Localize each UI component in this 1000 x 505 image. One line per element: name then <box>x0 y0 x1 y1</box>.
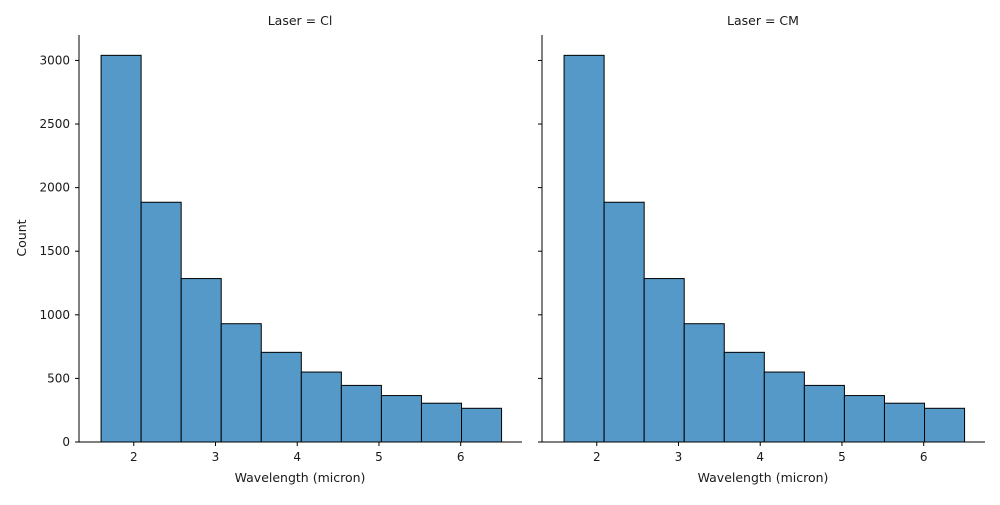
histogram-bar <box>180 278 222 443</box>
x-tick-label: 5 <box>838 450 846 464</box>
x-tick-label: 2 <box>593 450 601 464</box>
y-tick-label: 1000 <box>39 308 70 322</box>
x-tick-label: 6 <box>457 450 465 464</box>
x-axis-label: Wavelength (micron) <box>235 470 366 485</box>
x-tick-label: 6 <box>920 450 928 464</box>
y-tick-label: 1500 <box>39 244 70 258</box>
histogram-bar <box>260 351 302 443</box>
x-tick-label: 5 <box>375 450 383 464</box>
histogram-bar <box>843 395 885 443</box>
histogram-bar <box>220 323 262 443</box>
y-tick-label: 2000 <box>39 181 70 195</box>
facet-panel-cm: Laser = CM Wavelength (micron) 2 3 4 5 6 <box>538 13 985 485</box>
y-tick-label: 500 <box>47 371 70 385</box>
histogram-bar <box>100 54 142 443</box>
histogram-bar <box>461 407 503 443</box>
histogram-bar <box>420 402 463 443</box>
histogram-bar <box>883 402 926 443</box>
y-tick-label: 3000 <box>39 53 70 67</box>
histogram-bar <box>563 54 605 443</box>
histogram-bar <box>683 323 725 443</box>
facet-title: Laser = Cl <box>268 13 333 28</box>
histogram-bar <box>140 201 182 443</box>
x-tick-label: 2 <box>130 450 138 464</box>
y-axis-label: Count <box>14 219 29 256</box>
histogram-bar <box>924 407 966 443</box>
x-tick-label: 3 <box>212 450 220 464</box>
histogram-bar <box>803 384 845 443</box>
histogram-bar <box>643 278 685 443</box>
histogram-bar <box>300 371 342 443</box>
histogram-bar <box>603 201 645 443</box>
histogram-bar <box>763 371 805 443</box>
x-axis-label: Wavelength (micron) <box>698 470 829 485</box>
y-tick-label: 2500 <box>39 117 70 131</box>
facet-title: Laser = CM <box>727 13 799 28</box>
histogram-bar <box>723 351 765 443</box>
x-tick-label: 4 <box>756 450 764 464</box>
x-tick-label: 3 <box>675 450 683 464</box>
facet-panel-cl: Laser = Cl Wavelength (micron) Count 0 50… <box>14 13 522 485</box>
histogram-bar <box>380 395 422 443</box>
y-tick-label: 0 <box>62 435 70 449</box>
x-tick-label: 4 <box>293 450 301 464</box>
histogram-bar <box>340 384 382 443</box>
